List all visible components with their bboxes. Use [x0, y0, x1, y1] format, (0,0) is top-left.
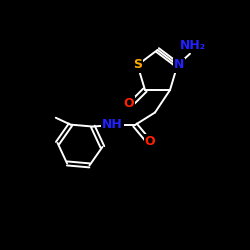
Text: NH₂: NH₂ — [180, 38, 206, 52]
Text: O: O — [124, 97, 134, 110]
Text: S: S — [133, 58, 142, 71]
Text: N: N — [174, 58, 184, 71]
Text: O: O — [145, 135, 155, 148]
Text: NH: NH — [102, 118, 123, 132]
